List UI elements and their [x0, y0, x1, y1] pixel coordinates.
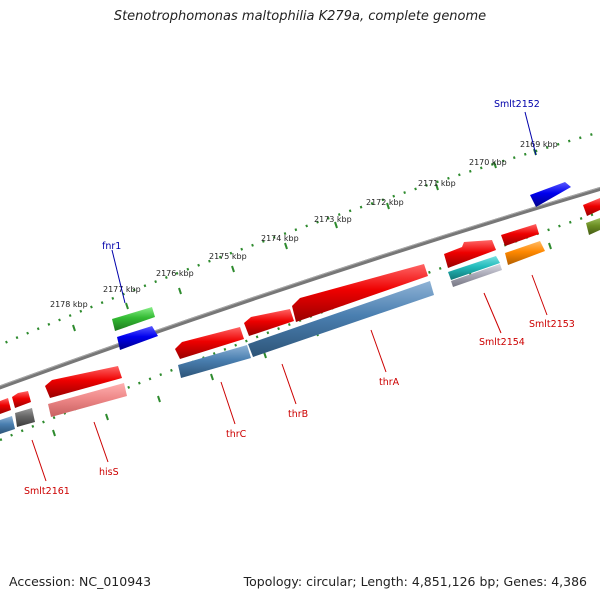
leader-Smlt2153: [531, 274, 548, 316]
leader-thrA: [370, 329, 387, 373]
gene-left-edge-steel[interactable]: [0, 416, 15, 434]
major-tick: [72, 324, 76, 332]
major-tick: [210, 373, 214, 381]
gene-label-hisS[interactable]: hisS: [99, 467, 119, 478]
accession-label: Accession: NC_010943: [9, 574, 152, 589]
gene-label-Smlt2152[interactable]: Smlt2152: [494, 99, 540, 110]
leader-hisS: [93, 421, 109, 463]
leader-Smlt2154: [483, 292, 502, 334]
leader-fnr1: [111, 249, 126, 304]
major-tick: [334, 221, 338, 229]
leader-thrC: [220, 381, 236, 425]
kbp-label: 2175 kbp: [209, 252, 247, 261]
kbp-label: 2173 kbp: [314, 215, 352, 224]
major-tick: [157, 395, 161, 403]
gene-Smlt2153-red[interactable]: [501, 224, 539, 246]
gene-left-edge-red[interactable]: [0, 398, 11, 414]
leader-thrB: [281, 363, 297, 405]
gene-Smlt2161-red[interactable]: [12, 391, 31, 408]
gene-thrA[interactable]: [248, 281, 434, 357]
kbp-label: 2169 kbp: [520, 140, 558, 149]
gene-label-thrA[interactable]: thrA: [379, 377, 400, 388]
gene-labels: Smlt2152 fnr1 Smlt2153 Smlt2154 thrA thr…: [24, 99, 575, 497]
major-tick: [493, 161, 497, 169]
gene-thrB-red[interactable]: [244, 309, 294, 336]
kbp-label: 2172 kbp: [366, 198, 404, 207]
gene-right-edge-olive[interactable]: [586, 218, 600, 235]
gene-Smlt2154-cyan[interactable]: [448, 256, 500, 280]
genome-backbone-highlight: [0, 186, 600, 387]
genome-backbone: [0, 186, 600, 390]
gene-label-fnr1[interactable]: fnr1: [102, 241, 121, 252]
label-leaders: [31, 111, 548, 482]
gene-label-Smlt2154[interactable]: Smlt2154: [479, 337, 525, 348]
major-tick: [435, 183, 439, 191]
major-tick: [284, 242, 288, 250]
leader-Smlt2152: [524, 111, 537, 156]
gene-Smlt2154[interactable]: [451, 264, 502, 287]
inner-features: [0, 198, 600, 434]
gene-Smlt2153[interactable]: [505, 241, 545, 265]
gene-hisS[interactable]: [48, 383, 127, 417]
gene-label-thrC[interactable]: thrC: [226, 429, 247, 440]
kbp-label: 2171 kbp: [418, 179, 456, 188]
genome-summary: Topology: circular; Length: 4,851,126 bp…: [243, 574, 587, 589]
kbp-label: 2176 kbp: [156, 269, 194, 278]
gene-label-Smlt2153[interactable]: Smlt2153: [529, 319, 575, 330]
major-tick: [125, 302, 129, 310]
kbp-label: 2178 kbp: [50, 300, 88, 309]
major-tick: [231, 265, 235, 273]
major-tick: [105, 413, 109, 421]
gene-thrA-red[interactable]: [292, 264, 428, 322]
gene-right-edge[interactable]: [583, 198, 600, 216]
kbp-label: 2174 kbp: [261, 234, 299, 243]
gene-label-thrB[interactable]: thrB: [288, 409, 308, 420]
gene-Smlt2154-red[interactable]: [444, 240, 496, 268]
gene-label-Smlt2161[interactable]: Smlt2161: [24, 486, 70, 497]
major-tick: [52, 429, 56, 437]
map-title: Stenotrophomonas maltophilia K279a, comp…: [113, 9, 487, 24]
gene-fnr1[interactable]: [112, 307, 155, 331]
gene-thrC-red[interactable]: [175, 327, 244, 359]
gene-Smlt2152[interactable]: [530, 182, 571, 207]
leader-Smlt2161: [31, 439, 47, 482]
major-tick: [548, 242, 552, 250]
major-tick: [178, 287, 182, 295]
outer-tick-ring: [0, 130, 600, 347]
major-tick: [386, 202, 390, 210]
kbp-label: 2170 kbp: [469, 158, 507, 167]
outer-features: [112, 182, 571, 350]
gene-thrC[interactable]: [178, 345, 251, 378]
gene-fnr1-partner[interactable]: [117, 326, 158, 350]
gene-hisS-red[interactable]: [45, 366, 122, 398]
gene-Smlt2161[interactable]: [15, 408, 35, 427]
